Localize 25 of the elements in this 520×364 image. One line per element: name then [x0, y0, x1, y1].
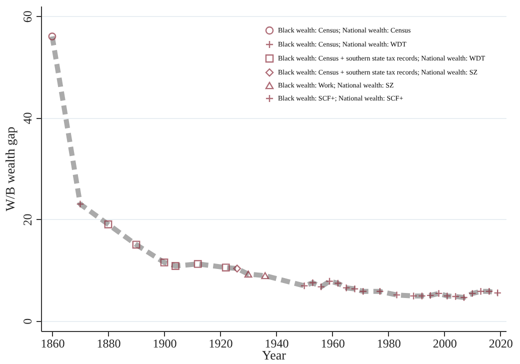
x-tick-label: 1960: [320, 336, 345, 350]
x-tick-label: 1980: [376, 336, 401, 350]
point: [233, 264, 242, 272]
point: [261, 272, 270, 280]
x-tick-label: 1900: [152, 336, 177, 350]
x-tick-label: 1880: [96, 336, 121, 350]
point: [160, 258, 168, 266]
x-tick-label: 1940: [264, 336, 289, 350]
point: [48, 32, 56, 40]
y-tick-label: 60: [20, 10, 34, 23]
x-axis-title: Year: [262, 348, 287, 362]
point: [194, 260, 202, 268]
y-tick-label: 40: [20, 112, 34, 124]
y-axis-title: W/B wealth gap: [2, 126, 18, 212]
x-tick-label: 1860: [40, 336, 65, 350]
x-tick-label: 2000: [432, 336, 457, 350]
point: [132, 240, 140, 249]
point: [222, 264, 230, 272]
y-tick-label: 20: [20, 214, 34, 226]
point: [172, 262, 180, 270]
x-tick-label: 2020: [488, 336, 513, 350]
point: [104, 220, 112, 228]
x-tick-label: 1920: [208, 336, 233, 350]
y-tick-label: 0: [20, 318, 34, 324]
point: [244, 270, 252, 278]
